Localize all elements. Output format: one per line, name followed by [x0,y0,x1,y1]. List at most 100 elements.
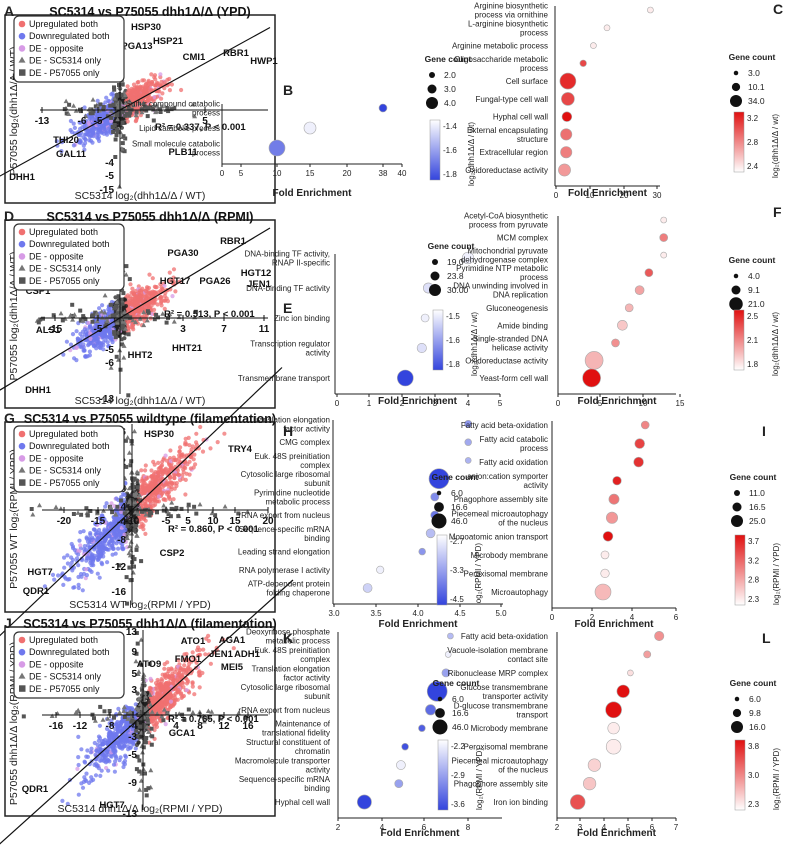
data-point [91,777,96,783]
data-point [61,582,66,588]
data-point [90,130,95,135]
data-point [97,735,103,741]
data-point [83,137,88,142]
data-point [127,93,132,98]
panel-letter: J [4,615,12,631]
data-point [159,463,165,468]
gene-label: RBR1 [223,48,250,59]
data-point [71,121,76,126]
data-point [60,318,65,323]
data-point [87,134,92,139]
data-point [100,303,105,308]
data-point [52,577,57,582]
legend-label: Downregulated both [29,441,110,451]
data-point [130,302,135,307]
data-point [100,742,106,747]
data-point [90,341,96,346]
data-point [88,138,94,143]
data-point [147,272,152,277]
data-point [163,466,168,471]
data-point [107,732,112,737]
data-point [158,72,163,77]
data-point [159,79,164,84]
data-point [145,114,150,119]
legend-marker [18,45,26,52]
data-point [163,453,168,458]
data-point [181,470,186,475]
data-point [165,77,170,82]
data-point [194,440,199,445]
panel-letter: G [4,410,15,426]
data-point [146,86,151,91]
x-axis-label: SC5314 log₂(dhh1Δ/Δ / WT) [75,190,206,202]
data-point [91,338,96,343]
data-point [142,502,147,507]
data-point [155,510,159,515]
data-point [121,134,126,139]
data-point [84,567,89,572]
legend-label: Downregulated both [29,239,110,249]
data-point [91,313,95,318]
legend-label: DE - opposite [29,251,84,261]
panel-letter: A [4,3,14,19]
data-point [139,293,144,298]
data-point [144,476,149,481]
data-point [159,300,164,305]
data-point [166,693,172,698]
data-point [82,760,88,765]
data-point [169,666,174,671]
data-point [152,284,157,289]
data-point [139,468,144,473]
data-point [120,746,125,751]
data-point [104,121,109,126]
x-tick-label: -5 [94,324,103,335]
data-point [175,675,180,680]
x-tick-label: -15 [91,516,106,527]
data-point [74,556,80,561]
data-point [158,690,163,695]
data-point [79,747,84,752]
data-point [133,295,138,300]
data-point [74,345,79,350]
data-point [153,470,158,475]
data-point [164,480,169,486]
gene-label: HSP21 [153,36,184,47]
data-point [160,471,165,476]
data-point [158,681,163,687]
data-point [167,476,172,481]
data-point [76,585,81,591]
data-point [76,792,81,797]
data-point [146,294,151,299]
data-point [85,354,90,359]
data-point [149,468,154,473]
x-tick-label: -13 [35,116,50,127]
gene-label: THI20 [53,135,79,146]
legend-label: DE - SC5314 only [29,264,102,274]
scatter-panel-d: D SC5314 vs P75055 dhh1Δ/Δ (RPMI)-15 -5 3 7 1… [0,208,276,409]
data-point [188,466,193,471]
data-point [183,442,188,447]
gene-label: HGT17 [160,276,191,287]
data-point [132,528,137,533]
data-point [76,563,81,568]
data-point [160,91,165,96]
data-point [174,481,179,486]
legend-label: DE - P57055 only [29,276,100,286]
data-point [98,345,103,351]
data-point [178,445,183,450]
data-point [111,546,116,552]
y-tick-label: -5 [105,171,114,182]
data-point [192,692,197,697]
data-point [179,695,184,701]
data-point [150,300,155,305]
gene-label: TRY4 [228,444,253,455]
data-point [96,127,101,133]
legend-label: DE - SC5314 only [29,466,102,476]
data-point [108,302,113,307]
legend-marker [18,228,26,236]
data-point [140,78,145,83]
y-tick-label: 4 [120,502,126,513]
data-point [92,126,97,131]
data-point [67,102,72,107]
